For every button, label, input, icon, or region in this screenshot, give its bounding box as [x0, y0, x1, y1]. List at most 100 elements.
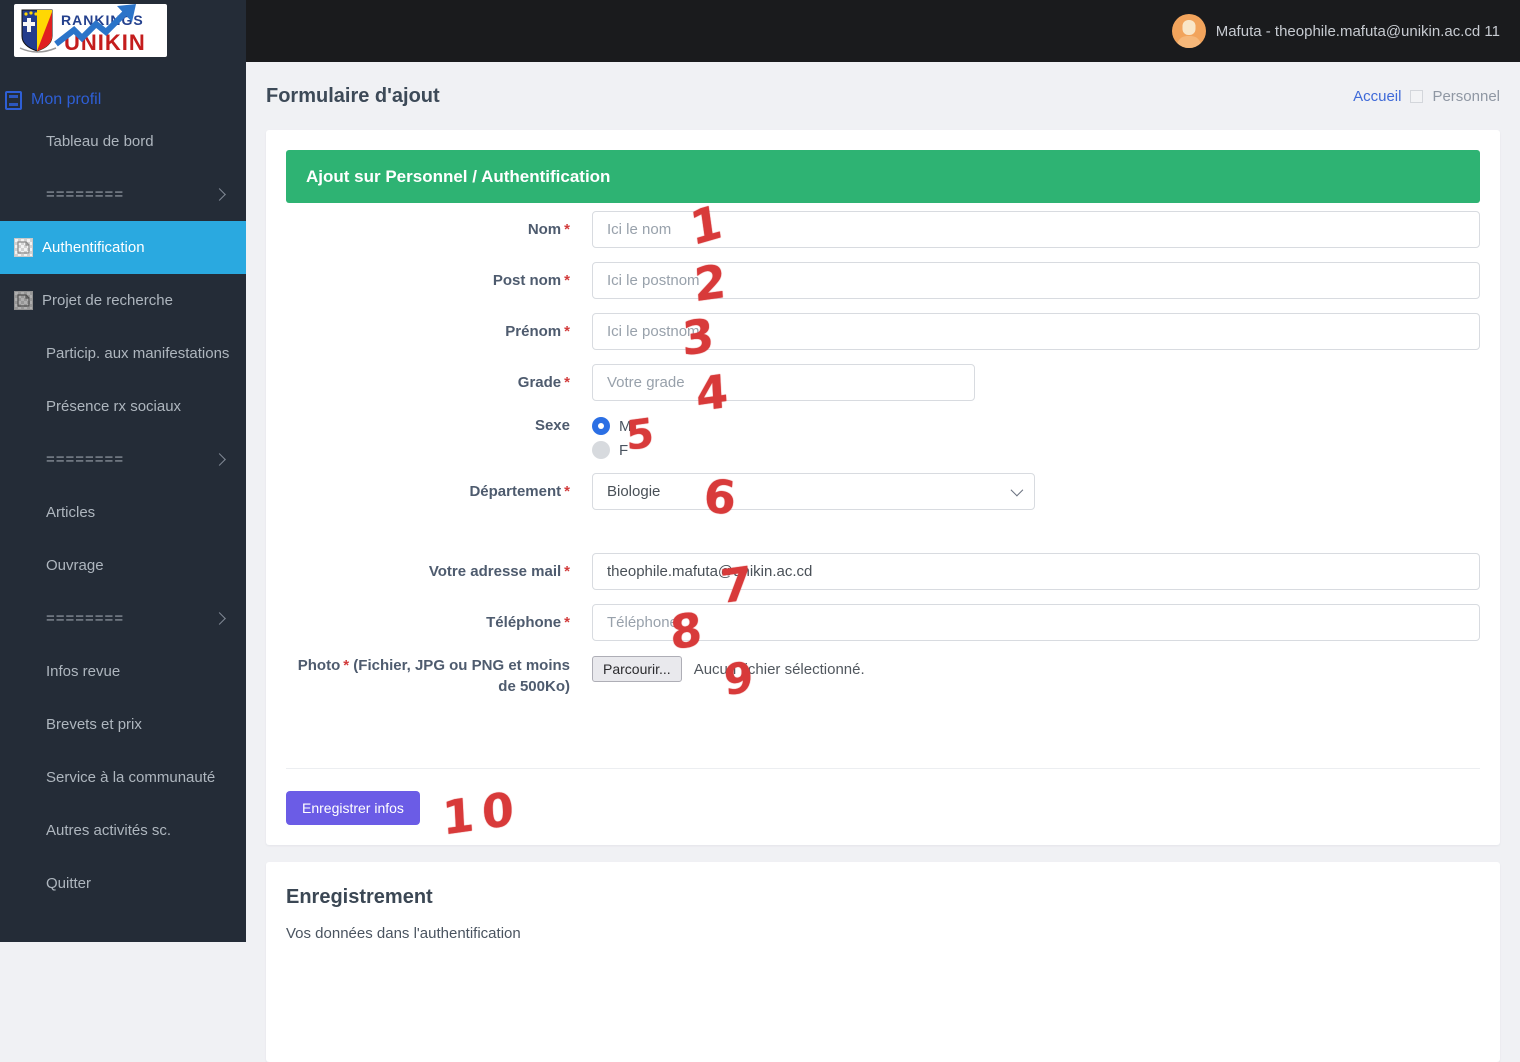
sidebar-item-mon-profil[interactable]: Mon profil [0, 87, 246, 113]
nom-input[interactable] [592, 211, 1480, 248]
departement-label: Département * [469, 483, 570, 500]
sidebar-item-authentification[interactable]: Authentification [0, 221, 246, 274]
sidebar-item-service-communaute[interactable]: Service à la communauté [0, 751, 246, 804]
add-form-card: Ajout sur Personnel / Authentification N… [266, 130, 1500, 845]
sidebar-item-label: ======== [46, 186, 125, 203]
profile-label: Mon profil [31, 91, 102, 108]
form-footer: Enregistrer infos [286, 768, 1480, 825]
sidebar-item-label: Service à la communauté [46, 769, 216, 786]
sidebar-nav: Tableau de bord ======== Authentificatio… [0, 115, 246, 910]
required-mark: * [564, 614, 570, 631]
save-infos-button[interactable]: Enregistrer infos [286, 791, 420, 825]
field-row-telephone: Téléphone * [286, 604, 1480, 641]
sexe-option-m[interactable]: M [592, 417, 632, 435]
radio-label: M [619, 417, 632, 435]
prenom-input[interactable] [592, 313, 1480, 350]
sidebar-item-label: Particip. aux manifestations [46, 345, 230, 362]
main-content: Formulaire d'ajout Accueil Personnel Ajo… [246, 62, 1520, 1062]
file-status-text: Aucun fichier sélectionné. [693, 660, 865, 678]
sidebar-item-projet-de-recherche[interactable]: Projet de recherche [0, 274, 246, 327]
field-row-departement: Département * Biologie [286, 473, 1480, 510]
sidebar-item-label: Articles [46, 504, 96, 521]
sidebar-item-label: Quitter [46, 875, 92, 892]
user-avatar-icon[interactable] [1171, 14, 1206, 48]
sidebar-item-brevets-et-prix[interactable]: Brevets et prix [0, 698, 246, 751]
radio-unselected-icon[interactable] [592, 441, 610, 459]
sidebar-item-group-1[interactable]: ======== [0, 168, 246, 221]
field-row-grade: Grade * [286, 364, 1480, 401]
sidebar-item-quitter[interactable]: Quitter [0, 857, 246, 910]
page-title: Formulaire d'ajout [266, 84, 440, 107]
sidebar-item-label: Infos revue [46, 663, 121, 680]
radio-label: F [619, 441, 629, 459]
logo-graphic: RANKINGS UNIKIN [19, 4, 145, 55]
field-row-nom: Nom * [286, 211, 1480, 248]
missing-glyph-icon [5, 90, 22, 110]
sidebar-item-label: Projet de recherche [42, 292, 173, 309]
sidebar-item-label: Autres activités sc. [46, 822, 172, 839]
required-mark: * [564, 221, 570, 238]
sidebar-item-tableau-de-bord[interactable]: Tableau de bord [0, 115, 246, 168]
sexe-options: M F [592, 415, 632, 459]
photo-label: Photo * (Fichier, JPG ou PNG et moins de … [297, 657, 570, 695]
prenom-label: Prénom * [505, 323, 570, 340]
chevron-right-icon [213, 612, 226, 625]
departement-select[interactable]: Biologie [592, 473, 1035, 510]
sidebar-item-label: ======== [46, 610, 125, 627]
sidebar-item-label: Tableau de bord [46, 133, 154, 150]
breadcrumb-separator-icon [1410, 89, 1424, 103]
breadcrumb: Accueil Personnel [1353, 88, 1500, 105]
required-mark: * [564, 272, 570, 289]
postnom-input[interactable] [592, 262, 1480, 299]
required-mark: * [564, 374, 570, 391]
required-mark: * [564, 483, 570, 500]
required-mark: * [343, 657, 350, 674]
field-row-prenom: Prénom * [286, 313, 1480, 350]
grade-input[interactable] [592, 364, 975, 401]
postnom-label: Post nom * [492, 272, 570, 289]
breadcrumb-current: Personnel [1432, 87, 1500, 105]
topbar: Mafuta - theophile.mafuta@unikin.ac.cd 1… [246, 0, 1520, 62]
nom-label: Nom * [527, 221, 570, 238]
photo-file-control: Parcourir... Aucun fichier sélectionné. [592, 655, 865, 682]
chevron-down-icon [1010, 483, 1024, 497]
sidebar: RANKINGS UNIKIN Mon profil Tableau de bo… [0, 0, 246, 942]
records-card: Enregistrement Vos données dans l'authen… [266, 862, 1500, 1062]
sexe-option-f[interactable]: F [592, 441, 632, 459]
sidebar-item-autres-activites[interactable]: Autres activités sc. [0, 804, 246, 857]
sidebar-item-particip-manifestations[interactable]: Particip. aux manifestations [0, 327, 246, 380]
required-mark: * [564, 323, 570, 340]
sexe-label: Sexe [534, 417, 570, 434]
records-title: Enregistrement [286, 886, 433, 908]
field-row-postnom: Post nom * [286, 262, 1480, 299]
unikin-rankings-logo[interactable]: RANKINGS UNIKIN [14, 4, 167, 57]
field-row-email: Votre adresse mail * [286, 553, 1480, 590]
sidebar-item-label: Ouvrage [46, 557, 104, 574]
photo-note: (Fichier, JPG ou PNG et moins de 500Ko) [353, 657, 570, 695]
sidebar-item-label: Présence rx sociaux [46, 398, 182, 415]
field-row-photo: Photo * (Fichier, JPG ou PNG et moins de … [286, 655, 1480, 725]
telephone-input[interactable] [592, 604, 1480, 641]
user-identity[interactable]: Mafuta - theophile.mafuta@unikin.ac.cd 1… [1215, 22, 1500, 40]
broken-image-icon [14, 238, 33, 257]
radio-selected-icon[interactable] [592, 417, 610, 435]
sidebar-item-label: Brevets et prix [46, 716, 142, 733]
required-mark: * [564, 563, 570, 580]
records-subtitle: Vos données dans l'authentification [286, 925, 521, 942]
form-banner: Ajout sur Personnel / Authentification [286, 150, 1480, 203]
sidebar-item-group-3[interactable]: ======== [0, 592, 246, 645]
sidebar-item-ouvrage[interactable]: Ouvrage [0, 539, 246, 592]
sidebar-item-infos-revue[interactable]: Infos revue [0, 645, 246, 698]
chevron-right-icon [213, 188, 226, 201]
breadcrumb-home-link[interactable]: Accueil [1353, 87, 1402, 105]
page-header: Formulaire d'ajout Accueil Personnel [246, 62, 1520, 130]
sidebar-item-presence-rx-sociaux[interactable]: Présence rx sociaux [0, 380, 246, 433]
sidebar-item-group-2[interactable]: ======== [0, 433, 246, 486]
sidebar-item-label: ======== [46, 451, 125, 468]
form-body: Nom* Post nom* Prénom* Grade* Sexe M F [286, 211, 1480, 743]
sidebar-item-label: Authentification [42, 239, 145, 256]
email-input[interactable] [592, 553, 1480, 590]
browse-file-button[interactable]: Parcourir... [592, 656, 682, 682]
sidebar-item-articles[interactable]: Articles [0, 486, 246, 539]
telephone-label: Téléphone * [486, 614, 570, 631]
